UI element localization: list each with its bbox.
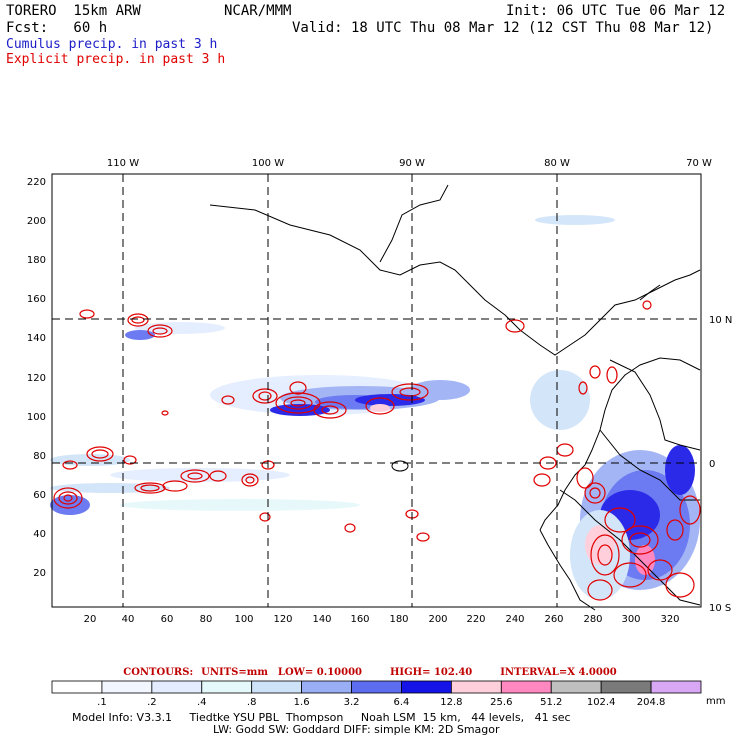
bottom-tick: 180 xyxy=(389,614,408,625)
colorbar-label: 25.6 xyxy=(490,697,512,708)
bottom-tick: 60 xyxy=(161,614,174,625)
colorbar-label: 3.2 xyxy=(344,697,360,708)
left-tick: 200 xyxy=(27,216,46,227)
organization-label: NCAR/MMM xyxy=(224,3,292,19)
colorbar-swatch xyxy=(650,680,702,694)
colorbar-swatch xyxy=(500,680,552,694)
colorbar-label: 51.2 xyxy=(540,697,562,708)
lat-label: 0 xyxy=(709,459,715,470)
bottom-tick: 300 xyxy=(621,614,640,625)
map-frame xyxy=(51,173,702,608)
left-grid-ticks: 220 200 180 160 140 120 100 80 60 40 20 xyxy=(27,177,46,579)
model-info-line1: Model Info: V3.3.1 Tiedtke YSU PBL Thomp… xyxy=(72,711,571,724)
colorbar-label: .2 xyxy=(147,697,157,708)
colorbar-swatch xyxy=(351,680,402,694)
forecast-hour: Fcst: 60 h xyxy=(6,20,108,36)
contour-interval: INTERVAL=X 4.0000 xyxy=(500,667,617,678)
contour-units: UNITS=mm xyxy=(201,667,268,678)
init-time: Init: 06 UTC Tue 06 Mar 12 xyxy=(506,3,726,19)
lon-label: 100 W xyxy=(252,158,284,169)
contour-high: HIGH= 102.40 xyxy=(389,667,473,678)
colorbar-label: 1.6 xyxy=(294,697,310,708)
bottom-tick: 160 xyxy=(350,614,369,625)
bottom-tick: 280 xyxy=(583,614,602,625)
lon-label: 80 W xyxy=(544,158,570,169)
colorbar-swatch xyxy=(600,680,652,694)
colorbar-label: 6.4 xyxy=(394,697,410,708)
left-tick: 160 xyxy=(27,294,46,305)
colorbar-label: 12.8 xyxy=(440,697,462,708)
bottom-tick: 120 xyxy=(273,614,292,625)
contour-low: LOW= 0.10000 xyxy=(277,667,362,678)
precip-colorbar: .1 .2 .4 .8 1.6 3.2 6.4 12.8 25.6 51.2 102.4 204.8 xyxy=(51,680,702,708)
bottom-tick: 320 xyxy=(660,614,679,625)
legend-explicit: Explicit precip. in past 3 h xyxy=(6,52,226,67)
left-tick: 80 xyxy=(33,451,46,462)
left-tick: 140 xyxy=(27,333,46,344)
colorbar-swatch xyxy=(550,680,602,694)
colorbar-swatch xyxy=(51,680,103,694)
model-info-line2: LW: Godd SW: Goddard DIFF: simple KM: 2D… xyxy=(213,723,500,736)
valid-time: Valid: 18 UTC Thu 08 Mar 12 (12 CST Thu … xyxy=(292,20,714,36)
colorbar-label: 204.8 xyxy=(637,697,666,708)
bottom-tick: 20 xyxy=(84,614,97,625)
left-tick: 180 xyxy=(27,255,46,266)
latitude-labels: 10 N 0 10 S xyxy=(709,315,732,614)
lat-label: 10 S xyxy=(709,603,731,614)
contour-info: CONTOURS: UNITS=mm LOW= 0.10000 HIGH= 102.4… xyxy=(0,667,740,678)
left-tick: 120 xyxy=(27,373,46,384)
colorbar-swatch xyxy=(251,680,303,694)
left-tick: 60 xyxy=(33,490,46,501)
colorbar-label: .1 xyxy=(97,697,107,708)
colorbar-label: .8 xyxy=(247,697,257,708)
contour-label: CONTOURS: xyxy=(123,667,194,678)
lon-label: 70 W xyxy=(686,158,712,169)
colorbar-label: .4 xyxy=(197,697,207,708)
legend-cumulus: Cumulus precip. in past 3 h xyxy=(6,37,218,52)
bottom-tick: 200 xyxy=(428,614,447,625)
colorbar-swatch xyxy=(151,680,203,694)
colorbar-swatch xyxy=(401,680,452,694)
colorbar-swatch xyxy=(101,680,153,694)
colorbar-unit: mm xyxy=(706,696,725,707)
bottom-tick: 80 xyxy=(200,614,213,625)
explicit-precip-contours xyxy=(53,300,701,601)
bottom-tick: 260 xyxy=(544,614,563,625)
lat-label: 10 N xyxy=(709,315,732,326)
bottom-tick: 220 xyxy=(466,614,485,625)
bottom-tick: 100 xyxy=(234,614,253,625)
lon-label: 90 W xyxy=(399,158,425,169)
lon-label: 110 W xyxy=(107,158,139,169)
colorbar-swatch xyxy=(201,680,253,694)
left-tick: 100 xyxy=(27,412,46,423)
bottom-tick: 240 xyxy=(505,614,524,625)
lat-lon-grid xyxy=(52,174,701,607)
bottom-grid-ticks: 20 40 60 80 100 120 140 160 180 200 220 … xyxy=(84,614,680,625)
bottom-tick: 40 xyxy=(122,614,135,625)
colorbar-swatch xyxy=(450,680,502,694)
longitude-labels: 110 W 100 W 90 W 80 W 70 W xyxy=(107,158,712,169)
left-tick: 220 xyxy=(27,177,46,188)
model-title: TORERO 15km ARW xyxy=(6,3,141,19)
left-tick: 20 xyxy=(33,568,46,579)
left-tick: 40 xyxy=(33,529,46,540)
colorbar-swatch xyxy=(301,680,352,694)
bottom-tick: 140 xyxy=(312,614,331,625)
colorbar-label: 102.4 xyxy=(587,697,616,708)
